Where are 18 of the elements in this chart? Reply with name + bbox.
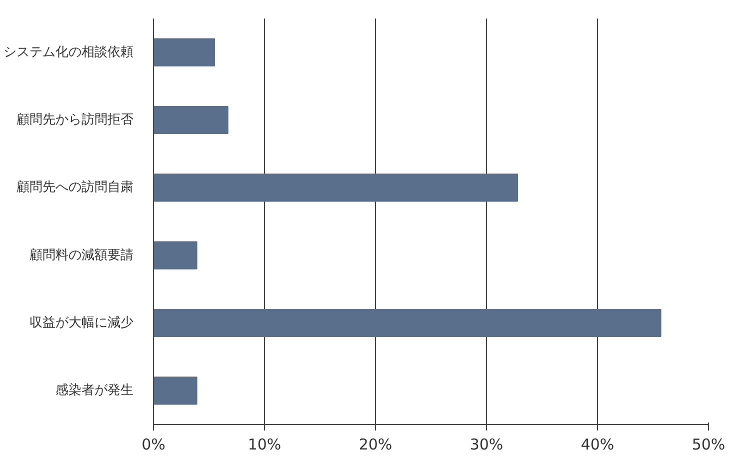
y-tick-label: 収益が大幅に減少 — [30, 316, 134, 330]
bar — [154, 376, 198, 405]
y-tick-label: 感染者が発生 — [56, 383, 134, 398]
y-tick-label: システム化の相談依頼 — [4, 44, 134, 60]
y-tick-label: 顧問先への訪問自粛 — [16, 180, 134, 196]
bar — [154, 174, 518, 202]
bar — [154, 106, 228, 134]
y-tick-label: 顧問先から訪問拒否 — [16, 112, 134, 128]
x-tick-label: 10% — [248, 436, 282, 454]
x-tick-label: 0% — [142, 436, 166, 454]
bar — [154, 308, 662, 338]
bar — [154, 241, 198, 270]
y-tick-label: 顧問料の減額要請 — [30, 248, 134, 263]
bar — [154, 38, 216, 66]
x-tick-label: 20% — [358, 436, 392, 454]
x-tick-label: 30% — [470, 436, 504, 454]
x-tick-label: 50% — [692, 436, 726, 454]
x-tick-label: 40% — [580, 436, 614, 454]
